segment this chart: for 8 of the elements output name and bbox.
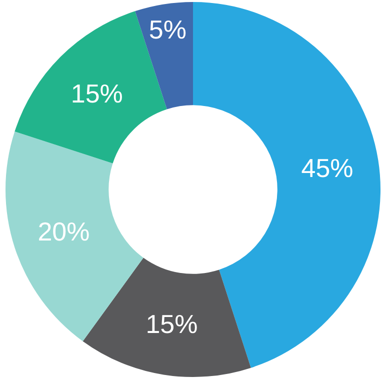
- donut-slice: [135, 2, 193, 110]
- data-label: 15%: [146, 308, 198, 339]
- donut-slice: [6, 132, 144, 342]
- data-label: 20%: [38, 216, 90, 247]
- data-label: 45%: [301, 153, 354, 184]
- donut-slice: [82, 258, 251, 377]
- data-label: 15%: [70, 78, 123, 108]
- data-label: 5%: [148, 14, 186, 44]
